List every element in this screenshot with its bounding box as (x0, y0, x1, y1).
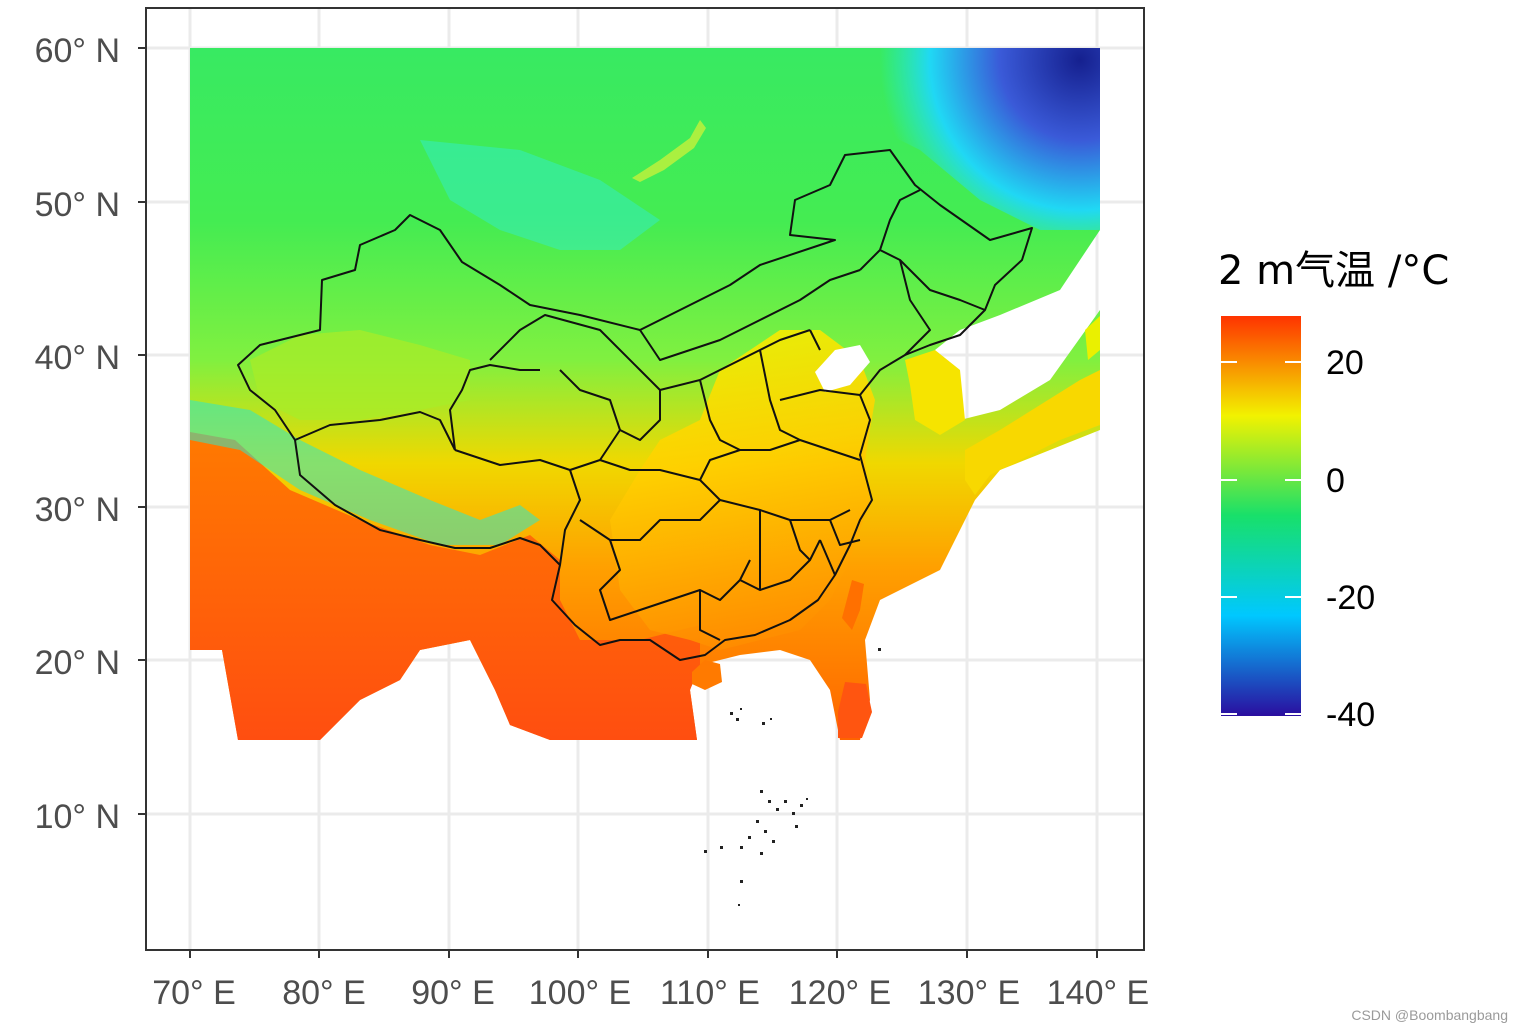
island-dot (768, 800, 771, 803)
raster-hainan (692, 660, 722, 690)
lon-label-70: 70° E (152, 974, 236, 1012)
legend: 2 m气温 /°C 20 0 -20 -40 (1218, 248, 1449, 734)
legend-label-m40: -40 (1326, 696, 1375, 734)
watermark: CSDN @Boombangbang (1351, 1007, 1508, 1023)
lon-label-140: 140° E (1047, 974, 1149, 1012)
island-dot (878, 648, 881, 651)
island-dot (760, 790, 763, 793)
border-guangxi-guangdong (699, 539, 821, 641)
border-xinjiang-east (449, 364, 540, 451)
border-gansu (489, 314, 661, 441)
island-dot (704, 850, 707, 853)
island-dot (740, 708, 742, 710)
raster-siberia-cold (760, 48, 1100, 230)
raster-japan-north (1085, 316, 1100, 360)
china-outline (237, 149, 1033, 661)
island-dot (784, 800, 787, 803)
panel-border (145, 7, 1145, 951)
island-dot (748, 836, 751, 839)
island-dot (740, 846, 743, 849)
island-dot (772, 840, 775, 843)
lat-label-20: 20° N (35, 644, 120, 682)
island-dot (762, 722, 765, 725)
island-dot (720, 846, 723, 849)
legend-ticks (1221, 361, 1301, 715)
raster-tarim-basin (250, 330, 470, 420)
south-sea-islands (704, 648, 881, 906)
border-northeast-2 (899, 259, 931, 356)
raster-japan (965, 370, 1100, 495)
border-northeast (859, 189, 986, 311)
lat-label-30: 30° N (35, 491, 120, 529)
lat-labels: 60° N 50° N 40° N 30° N 20° N 10° N (35, 32, 120, 836)
raster-himalaya-cold (190, 400, 540, 545)
lat-label-40: 40° N (35, 339, 120, 377)
lon-label-100: 100° E (529, 974, 631, 1012)
raster-east-china (610, 330, 875, 650)
legend-label-m20: -20 (1326, 579, 1375, 617)
border-north (659, 329, 811, 451)
island-dot (776, 808, 779, 811)
island-dot (760, 852, 763, 855)
lon-label-90: 90° E (411, 974, 495, 1012)
lon-label-120: 120° E (789, 974, 891, 1012)
island-dot (800, 804, 803, 807)
island-dot (792, 812, 795, 815)
lon-labels: 70° E 80° E 90° E 100° E 110° E 120° E 1… (152, 974, 1149, 1012)
island-dot (770, 718, 772, 720)
lat-label-10: 10° N (35, 798, 120, 836)
raster-south-warm (190, 432, 700, 740)
lat-label-60: 60° N (35, 32, 120, 70)
island-dot (764, 830, 767, 833)
lon-label-80: 80° E (282, 974, 366, 1012)
island-dot (738, 904, 740, 906)
raster-luzon (838, 682, 872, 738)
island-dot (736, 718, 739, 721)
border-zhejiang-fujian (819, 519, 861, 576)
bohai-sea (815, 345, 870, 392)
province-borders (237, 149, 1033, 661)
lon-label-130: 130° E (918, 974, 1020, 1012)
island-dot (756, 820, 759, 823)
legend-colorbar (1221, 316, 1301, 716)
legend-label-0: 0 (1326, 462, 1345, 500)
lat-label-50: 50° N (35, 186, 120, 224)
lake-baikal (632, 120, 706, 182)
border-yunnan-guizhou (599, 539, 751, 621)
raster-korea (905, 350, 965, 435)
border-xinjiang-tibet (294, 411, 456, 451)
raster-taiwan (842, 580, 864, 630)
island-dot (806, 798, 808, 800)
border-sichuan (559, 459, 721, 566)
border-inner-mongolia (639, 269, 861, 361)
border-shandong (779, 329, 861, 401)
island-dot (740, 880, 743, 883)
axis-ticks (138, 47, 1098, 958)
legend-label-20: 20 (1326, 344, 1364, 382)
raster-mongolia-cyan (420, 140, 660, 250)
temperature-raster (190, 48, 1100, 740)
island-dot (730, 712, 733, 715)
island-dot (795, 825, 798, 828)
legend-title: 2 m气温 /°C (1218, 248, 1449, 294)
lon-label-110: 110° E (660, 974, 760, 1012)
